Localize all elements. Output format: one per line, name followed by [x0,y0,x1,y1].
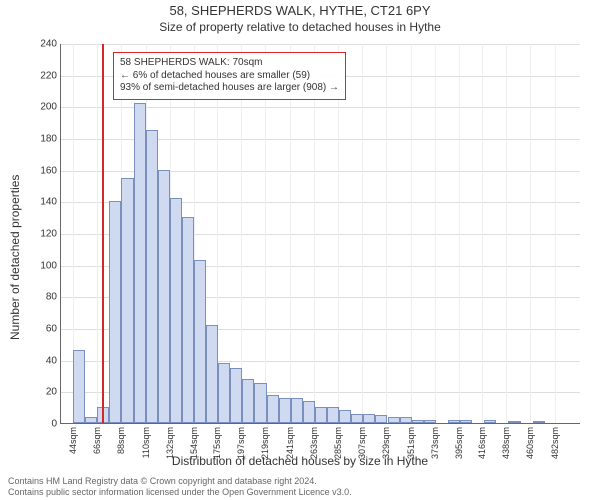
gridline-v [97,44,98,423]
chart-container: 58, SHEPHERDS WALK, HYTHE, CT21 6PY Size… [0,0,600,500]
annotation-line: 93% of semi-detached houses are larger (… [120,82,339,95]
histogram-bar [121,178,133,423]
histogram-bar [484,420,496,423]
y-tick-label: 180 [40,134,57,145]
page-subtitle: Size of property relative to detached ho… [0,20,600,34]
gridline-v [290,44,291,423]
histogram-bar [218,363,230,423]
x-tick-label: 44sqm [68,427,78,454]
gridline-v [459,44,460,423]
y-axis-label: Number of detached properties [8,175,22,340]
gridline-v [530,44,531,423]
gridline-v [362,44,363,423]
histogram-bar [424,420,436,423]
y-tick-label: 100 [40,260,57,271]
y-tick-label: 220 [40,70,57,81]
gridline-v [386,44,387,423]
histogram-bar [363,414,375,424]
histogram-bar [267,395,279,424]
x-tick-label: 88sqm [116,427,126,454]
page-title: 58, SHEPHERDS WALK, HYTHE, CT21 6PY [0,3,600,18]
gridline-v [435,44,436,423]
y-tick-label: 0 [51,419,57,430]
y-tick-label: 20 [46,387,57,398]
histogram-bar [303,401,315,423]
histogram-bar [508,421,520,423]
gridline-v [338,44,339,423]
plot-area: 02040608010012014016018020022024044sqm66… [60,44,580,424]
histogram-bar [85,417,97,423]
histogram-bar [242,379,254,423]
histogram-bar [460,420,472,423]
histogram-bar [206,325,218,423]
footer-line: Contains public sector information licen… [8,487,352,498]
y-tick-label: 80 [46,292,57,303]
histogram-bar [279,398,291,423]
annotation-line: 58 SHEPHERDS WALK: 70sqm [120,57,339,70]
gridline-h [61,44,580,45]
histogram-bar [291,398,303,423]
y-tick-label: 40 [46,355,57,366]
histogram-bar [109,201,121,423]
gridline-v [265,44,266,423]
y-tick-label: 120 [40,229,57,240]
histogram-bar [315,407,327,423]
histogram-bar [73,350,85,423]
marker-line [102,44,104,423]
histogram-bar [254,383,266,423]
histogram-bar [158,170,170,423]
footer-line: Contains HM Land Registry data © Crown c… [8,476,352,487]
gridline-v [555,44,556,423]
x-tick-label: 66sqm [92,427,102,454]
x-axis-label: Distribution of detached houses by size … [0,454,600,468]
histogram-bar [194,260,206,423]
histogram-bar [412,420,424,423]
histogram-bar [375,415,387,423]
histogram-bar [351,414,363,424]
histogram-bar [134,103,146,423]
y-tick-label: 140 [40,197,57,208]
histogram-bar [339,410,351,423]
y-tick-label: 240 [40,39,57,50]
gridline-v [506,44,507,423]
annotation-box: 58 SHEPHERDS WALK: 70sqm ← 6% of detache… [113,52,346,100]
histogram-bar [182,217,194,423]
y-tick-label: 160 [40,165,57,176]
gridline-v [241,44,242,423]
histogram-bar [448,420,460,423]
gridline-v [411,44,412,423]
annotation-line: ← 6% of detached houses are smaller (59) [120,70,339,83]
histogram-bar [230,368,242,423]
y-tick-label: 200 [40,102,57,113]
histogram-bar [146,130,158,423]
footer: Contains HM Land Registry data © Crown c… [8,476,352,498]
y-tick-label: 60 [46,324,57,335]
histogram-bar [388,417,400,423]
gridline-v [314,44,315,423]
gridline-v [482,44,483,423]
histogram-bar [170,198,182,423]
histogram-bar [327,407,339,423]
histogram-bar [533,421,545,423]
histogram-bar [400,417,412,423]
